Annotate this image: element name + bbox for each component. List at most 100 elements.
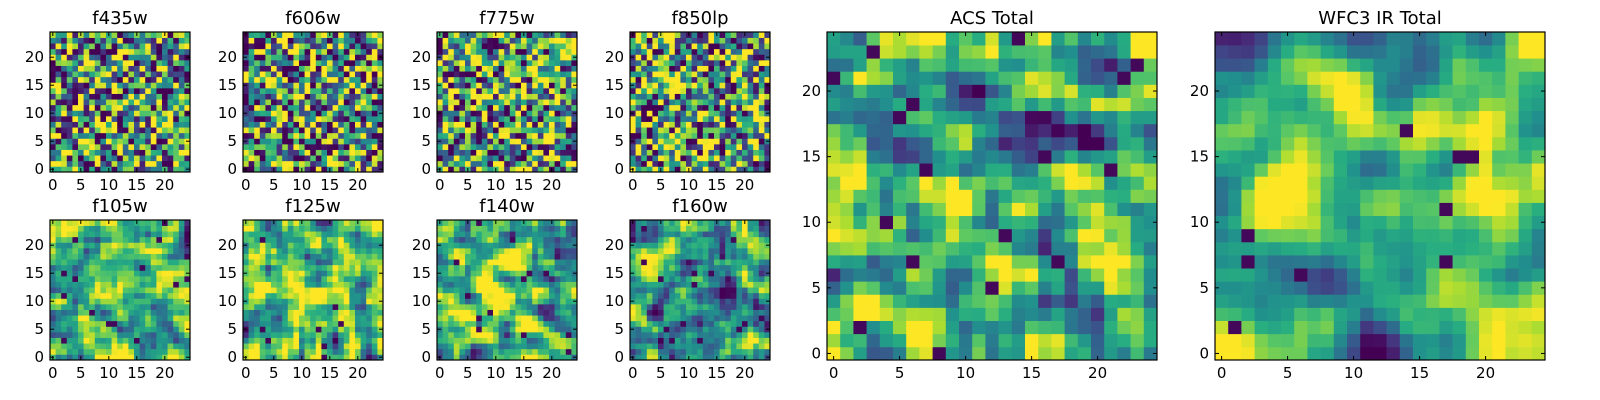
heatmap-cell [332,270,339,277]
heatmap-cell [254,155,261,162]
heatmap-cell [315,337,322,344]
heatmap-cell [94,326,101,333]
heatmap-cell [565,304,572,310]
heatmap-cell [327,320,333,327]
heatmap-cell [106,60,112,66]
heatmap-cell [139,76,146,83]
heatmap-cell [509,270,516,277]
heatmap-cell [554,337,561,344]
heatmap-cell [243,348,249,355]
heatmap-cell [299,43,305,50]
heatmap-cell [515,144,522,150]
heatmap-cell [139,71,146,78]
heatmap-cell [265,242,272,249]
heatmap-cell [554,37,561,44]
heatmap-cell [61,259,68,266]
heatmap-cell [680,343,687,350]
heatmap-cell [481,144,488,150]
heatmap-cell [167,220,174,226]
heatmap-cell [565,281,572,288]
heatmap-cell [532,287,539,294]
heatmap-cell [481,60,488,66]
heatmap-cell [327,225,333,232]
heatmap-cell [630,337,636,344]
heatmap-cell [691,54,698,61]
heatmap-cell [543,276,550,282]
heatmap-cell [674,348,681,355]
heatmap-cell [100,144,107,150]
heatmap-cell [470,304,477,310]
heatmap-cell [265,104,272,111]
heatmap-cell [509,99,516,106]
heatmap-cell [702,298,709,305]
heatmap-cell [343,326,350,333]
heatmap-cell [663,88,670,94]
heatmap-cell [184,259,191,266]
heatmap-cell [184,248,191,254]
heatmap-cell [736,315,743,322]
heatmap-cell [764,149,771,156]
heatmap-cell [366,337,373,344]
heatmap-cell [371,298,378,305]
heatmap-cell [66,315,73,322]
y-tick-label: 20 [605,48,624,66]
heatmap-cell [686,315,692,322]
heatmap-cell [150,48,157,55]
heatmap-cell [355,236,361,243]
heatmap-cell [571,116,578,122]
heatmap-cell [549,320,555,327]
heatmap-cell [680,121,687,128]
heatmap-cell [532,32,539,38]
heatmap-cell [89,121,96,128]
heatmap-cell [145,65,152,72]
heatmap-cell [117,315,124,322]
heatmap-cell [173,43,180,50]
heatmap-cell [476,60,483,66]
heatmap-cell [725,48,732,55]
heatmap-cell [371,220,378,226]
heatmap-cell [630,332,636,338]
heatmap-cell [167,76,174,83]
heatmap-cell [487,332,494,338]
heatmap-cell [758,348,765,355]
heatmap-cell [94,242,101,249]
heatmap-cell [470,292,477,299]
heatmap-cell [448,110,455,117]
y-tick-label: 0 [34,160,44,178]
heatmap-cell [674,121,681,128]
heatmap-cell [100,132,107,139]
heatmap-cell [315,110,322,117]
heatmap-cell [736,348,743,355]
heatmap-cell [265,326,272,333]
heatmap-cell [725,160,732,167]
heatmap-cell [332,242,339,249]
heatmap-cell [532,54,539,61]
heatmap-cell [355,160,361,167]
heatmap-cell [310,225,317,232]
heatmap-cell [476,93,483,100]
heatmap-cell [758,315,765,322]
heatmap-cell [674,82,681,89]
heatmap-cell [78,60,84,66]
heatmap-cell [173,354,180,361]
heatmap-cell [66,149,73,156]
heatmap-cell [498,242,505,249]
heatmap-cell [293,326,300,333]
heatmap-cell [697,82,704,89]
heatmap-cell [150,326,157,333]
heatmap-cell [714,320,720,327]
heatmap-cell [437,276,443,282]
heatmap-cell [635,104,642,111]
heatmap-cell [730,287,737,294]
heatmap-cell [725,93,732,100]
heatmap-cell [532,343,539,350]
heatmap-cell [134,298,140,305]
heatmap-cell [646,127,653,134]
heatmap-cell [66,348,73,355]
heatmap-cell [549,343,555,350]
heatmap-cell [658,281,664,288]
heatmap-cell [100,326,107,333]
heatmap-cell [515,220,522,226]
heatmap-cell [758,298,765,305]
heatmap-cell [338,116,345,122]
